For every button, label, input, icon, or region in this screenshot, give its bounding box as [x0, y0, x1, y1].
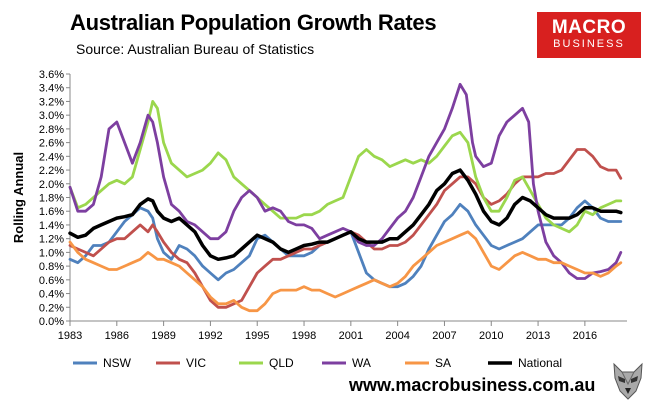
x-tick-label: 2010 [479, 330, 503, 342]
axes: 0.0% 0.2%0.4% 0.6% 0.8% 1.0%1.2% 1.4% 1.6%1.8%… [11, 69, 627, 342]
y-tick-label: 0.0% [39, 316, 64, 328]
x-tick-label: 1995 [245, 330, 269, 342]
x-tick-label: 1992 [198, 330, 222, 342]
legend-label-national: National [518, 356, 562, 370]
x-tick-label: 2004 [385, 330, 409, 342]
x-tick-label: 1989 [151, 330, 175, 342]
legend-label-wa: WA [352, 356, 371, 370]
y-tick-label: 3.6% [39, 69, 64, 81]
y-axis-title: Rolling Annual [11, 152, 26, 243]
series-lines [68, 82, 623, 313]
legend: NSW VIC QLD WA SA National [73, 356, 562, 370]
website-url: www.macrobusiness.com.au [349, 375, 596, 395]
y-tick-label: 1.4% [39, 220, 64, 232]
y-tick-label: 2.2% [39, 165, 64, 177]
legend-label-vic: VIC [186, 356, 206, 370]
legend-label-sa: SA [435, 356, 451, 370]
y-tick-label: 1.0% [39, 247, 64, 259]
logo-line-business: BUSINESS [553, 38, 625, 50]
x-tick-label: 2007 [432, 330, 456, 342]
y-tick-label: 3.0% [39, 110, 64, 122]
y-tick-label: 2.8% [39, 124, 64, 136]
y-tick-label: 0.8% [39, 261, 64, 273]
series-line-qld [68, 100, 623, 234]
y-tick-label: 0.4% [39, 289, 64, 301]
y-tick-label: 2.0% [39, 179, 64, 191]
y-tick-label: 2.4% [39, 151, 64, 163]
y-tick-label: 1.6% [39, 206, 64, 218]
chart-title: Australian Population Growth Rates [70, 10, 437, 35]
chart-subtitle: Source: Australian Bureau of Statistics [76, 41, 315, 57]
wolf-icon [608, 358, 648, 402]
x-tick-label: 1986 [105, 330, 129, 342]
x-tick-label: 1998 [292, 330, 316, 342]
y-tick-label: 1.8% [39, 193, 64, 205]
legend-label-qld: QLD [269, 356, 294, 370]
legend-label-nsw: NSW [103, 356, 132, 370]
series-line-national [68, 168, 623, 262]
macrobusiness-logo: MACRO BUSINESS [537, 12, 641, 58]
y-tick-label: 3.2% [39, 96, 64, 108]
x-tick-label: 1983 [58, 330, 82, 342]
y-tick-label: 1.2% [39, 234, 64, 246]
y-tick-label: 0.6% [39, 275, 64, 287]
x-tick-label: 2001 [339, 330, 363, 342]
y-tick-label: 2.6% [39, 138, 64, 150]
y-tick-label: 0.2% [39, 302, 64, 314]
y-tick-label: 3.4% [39, 83, 64, 95]
x-tick-label: 2013 [526, 330, 550, 342]
x-tick-label: 2016 [573, 330, 597, 342]
logo-line-macro: MACRO [551, 17, 627, 38]
series-line-sa [68, 230, 623, 313]
series-line-wa [68, 82, 623, 280]
